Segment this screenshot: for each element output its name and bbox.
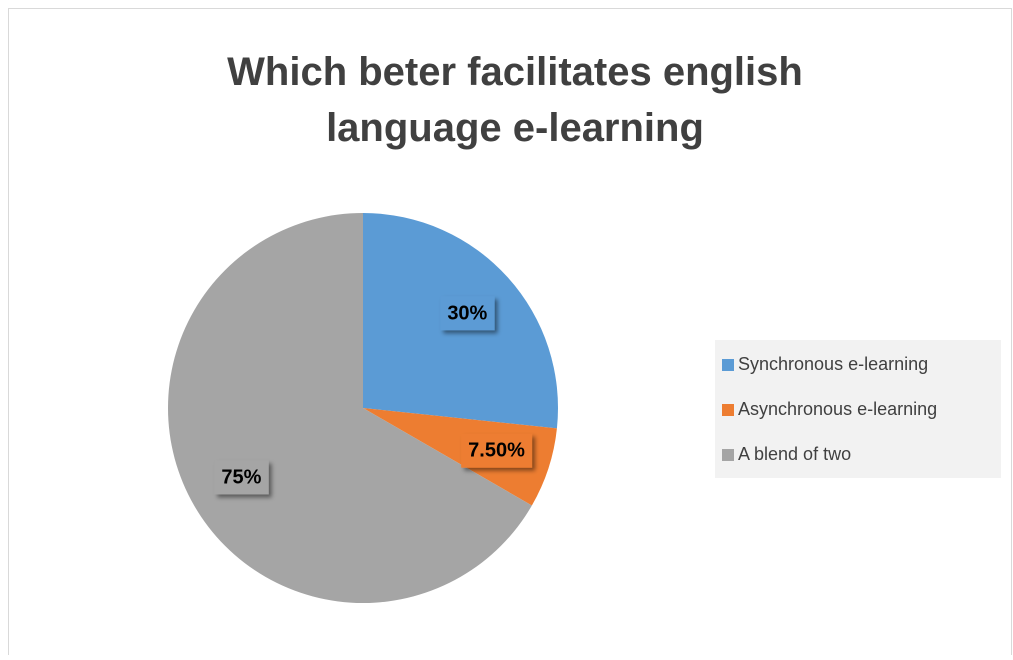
data-label: 30% (440, 296, 495, 331)
legend-label: Asynchronous e-learning (738, 399, 937, 419)
pie-slice (168, 213, 532, 603)
pie-slice (363, 408, 557, 506)
legend-swatch (722, 449, 734, 461)
legend-swatch (722, 359, 734, 371)
data-label-box (461, 433, 533, 468)
data-label-text: 75% (221, 466, 261, 488)
chart-title: Which beter facilitates english language … (227, 50, 803, 150)
data-label: 7.50% (461, 433, 533, 468)
legend-label: A blend of two (738, 444, 851, 464)
data-label-text: 7.50% (468, 440, 525, 462)
data-label-box (214, 460, 269, 495)
legend-box (715, 340, 1001, 478)
legend-swatch (722, 404, 734, 416)
legend-label: Synchronous e-learning (738, 354, 928, 374)
data-label: 75% (214, 460, 269, 495)
data-label-box (440, 296, 495, 331)
data-label-text: 30% (447, 302, 487, 324)
